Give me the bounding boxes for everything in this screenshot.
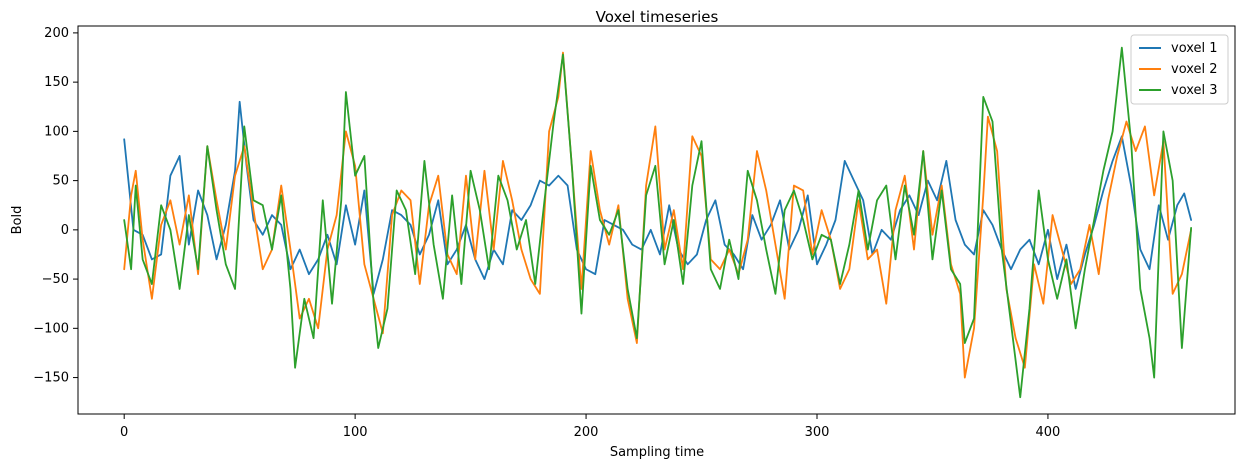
x-axis: 0 100 200 300 400 bbox=[120, 414, 1060, 440]
legend-label-voxel-2: voxel 2 bbox=[1171, 62, 1218, 77]
y-axis: −150 −100 −50 0 50 100 150 200 bbox=[33, 26, 78, 386]
y-tick-label-0: 0 bbox=[61, 223, 69, 238]
legend-label-voxel-3: voxel 3 bbox=[1171, 83, 1218, 98]
y-tick-label-200: 200 bbox=[44, 26, 69, 41]
y-tick-label--150: −150 bbox=[33, 371, 69, 386]
y-tick-label--50: −50 bbox=[42, 272, 69, 287]
y-tick-label-50: 50 bbox=[52, 174, 69, 189]
x-tick-label-300: 300 bbox=[805, 425, 830, 440]
series-layer bbox=[123, 46, 1193, 399]
legend: voxel 1 voxel 2 voxel 3 bbox=[1130, 34, 1229, 105]
x-tick-label-400: 400 bbox=[1036, 425, 1061, 440]
y-tick-label-100: 100 bbox=[44, 124, 69, 139]
plot-frame bbox=[77, 25, 1236, 415]
series-line-voxel-1 bbox=[123, 100, 1193, 295]
series-line-voxel-3 bbox=[123, 46, 1193, 399]
x-tick-label-0: 0 bbox=[120, 425, 128, 440]
legend-box bbox=[1130, 34, 1229, 105]
legend-label-voxel-1: voxel 1 bbox=[1171, 41, 1218, 56]
y-tick-label--100: −100 bbox=[33, 321, 69, 336]
x-axis-label: Sampling time bbox=[610, 445, 704, 460]
x-tick-label-200: 200 bbox=[574, 425, 599, 440]
chart-title: Voxel timeseries bbox=[596, 8, 719, 26]
y-tick-label-150: 150 bbox=[44, 75, 69, 90]
y-axis-label: Bold bbox=[10, 206, 25, 235]
x-tick-label-100: 100 bbox=[343, 425, 368, 440]
